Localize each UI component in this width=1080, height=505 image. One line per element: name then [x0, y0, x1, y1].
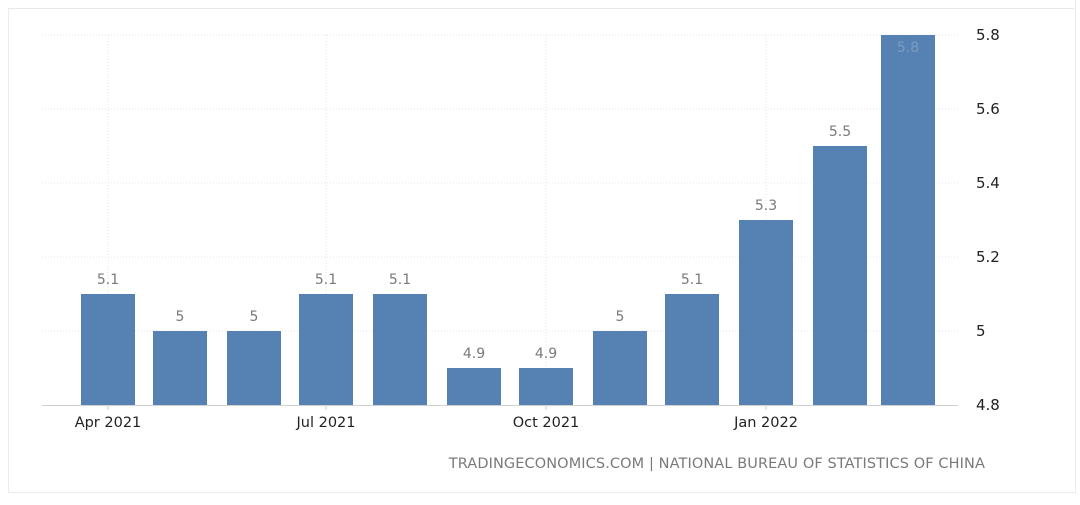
x-tick-label: Oct 2021: [513, 415, 580, 431]
bar-value-label: 5: [176, 309, 185, 325]
bar-value-label: 5: [616, 309, 625, 325]
bar-value-label: 5.1: [681, 272, 703, 288]
bar-value-label: 5.1: [97, 272, 119, 288]
y-tick-label: 4.8: [976, 396, 1000, 414]
y-tick-label: 5.4: [976, 174, 1000, 192]
bar-value-label: 5.1: [315, 272, 337, 288]
gridlines: [42, 34, 958, 406]
bar-value-label: 5.3: [755, 198, 777, 214]
bar-nov-2021: [593, 331, 647, 405]
bar-oct-2021: [519, 368, 573, 405]
bar-jan-2022: [739, 220, 793, 405]
y-tick-label: 5: [976, 322, 986, 340]
y-tick-label: 5.8: [976, 26, 1000, 44]
bar-apr-2021: [81, 294, 135, 405]
bars: [81, 35, 935, 405]
bar-value-label: 5: [250, 309, 259, 325]
source-attribution: TRADINGECONOMICS.COM | NATIONAL BUREAU O…: [448, 456, 985, 472]
y-tick-label: 5.2: [976, 248, 1000, 266]
top-border-strip: [8, 0, 1074, 9]
x-tick-label: Jan 2022: [733, 415, 798, 431]
y-axis-tick-labels: 4.8 5 5.2 5.4 5.6 5.8: [976, 26, 1000, 414]
bar-sep-2021: [447, 368, 501, 405]
x-tick-label: Jul 2021: [295, 415, 355, 431]
bar-value-label: 5.5: [829, 124, 851, 140]
x-tick-label: Apr 2021: [75, 415, 142, 431]
x-axis-tick-labels: Apr 2021 Jul 2021 Oct 2021 Jan 2022: [75, 405, 798, 431]
bar-value-label: 5.1: [389, 272, 411, 288]
bar-dec-2021: [665, 294, 719, 405]
bar-feb-2022: [813, 146, 867, 405]
bar-aug-2021: [373, 294, 427, 405]
bar-value-label: 5.8: [897, 40, 919, 56]
y-tick-label: 5.6: [976, 100, 1000, 118]
bar-may-2021: [153, 331, 207, 405]
bar-jun-2021: [227, 331, 281, 405]
bar-value-labels: 5.1 5 5 5.1 5.1 4.9 4.9 5 5.1 5.3 5.5 5.8: [97, 40, 919, 362]
bar-mar-2022: [881, 35, 935, 405]
bar-value-label: 4.9: [535, 346, 557, 362]
bar-jul-2021: [299, 294, 353, 405]
bar-value-label: 4.9: [463, 346, 485, 362]
